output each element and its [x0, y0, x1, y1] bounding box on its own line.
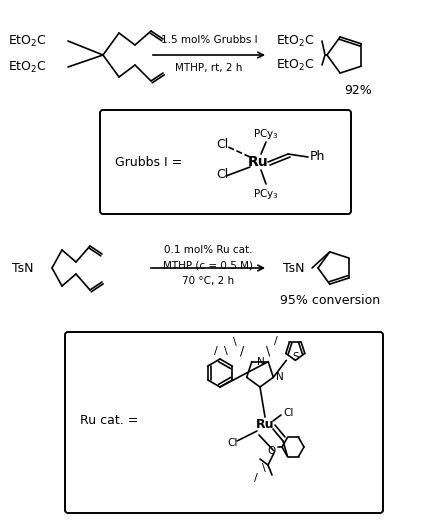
Text: TsN: TsN [12, 261, 34, 275]
Text: $\mathregular{EtO_2C}$: $\mathregular{EtO_2C}$ [8, 59, 47, 75]
Text: \: \ [266, 344, 270, 358]
Text: $\mathregular{\backslash}$: $\mathregular{\backslash}$ [261, 461, 267, 473]
Text: $\mathregular{/}$: $\mathregular{/}$ [253, 471, 259, 483]
Text: \: \ [224, 346, 228, 356]
Text: N: N [276, 373, 284, 382]
Text: Ph: Ph [310, 151, 325, 163]
Text: Cl: Cl [283, 408, 293, 418]
Text: $\mathregular{\backslash}$: $\mathregular{\backslash}$ [232, 334, 238, 348]
Text: 1.5 mol% Grubbs I: 1.5 mol% Grubbs I [161, 35, 257, 45]
Text: 70 °C, 2 h: 70 °C, 2 h [182, 276, 234, 286]
Text: Ru: Ru [248, 155, 268, 169]
Text: MTHP, rt, 2 h: MTHP, rt, 2 h [175, 63, 243, 73]
Text: S: S [292, 352, 299, 363]
Text: $\mathregular{PCy_3}$: $\mathregular{PCy_3}$ [253, 127, 279, 141]
Text: TsN: TsN [283, 261, 305, 275]
Text: 95% conversion: 95% conversion [280, 294, 380, 306]
Text: Ru: Ru [256, 419, 274, 431]
Text: /: / [274, 336, 278, 346]
Text: N: N [258, 357, 265, 367]
Text: 92%: 92% [344, 84, 372, 96]
Text: Ru cat. =: Ru cat. = [80, 413, 138, 427]
FancyBboxPatch shape [65, 332, 383, 513]
Text: /: / [214, 346, 218, 356]
Text: Cl: Cl [216, 137, 228, 151]
Text: Cl: Cl [227, 438, 237, 448]
Text: $\mathregular{EtO_2C}$: $\mathregular{EtO_2C}$ [276, 33, 315, 49]
Text: $\mathregular{PCy_3}$: $\mathregular{PCy_3}$ [253, 187, 279, 201]
Text: $\mathregular{EtO_2C}$: $\mathregular{EtO_2C}$ [276, 57, 315, 73]
Text: Grubbs I =: Grubbs I = [115, 155, 182, 169]
Text: /: / [240, 344, 244, 358]
Text: $\mathregular{EtO_2C}$: $\mathregular{EtO_2C}$ [8, 33, 47, 49]
Text: Cl: Cl [216, 167, 228, 181]
Text: O: O [268, 446, 276, 456]
Text: 0.1 mol% Ru cat.: 0.1 mol% Ru cat. [164, 245, 252, 255]
FancyBboxPatch shape [100, 110, 351, 214]
Text: MTHP (c = 0.5 M): MTHP (c = 0.5 M) [163, 260, 253, 270]
